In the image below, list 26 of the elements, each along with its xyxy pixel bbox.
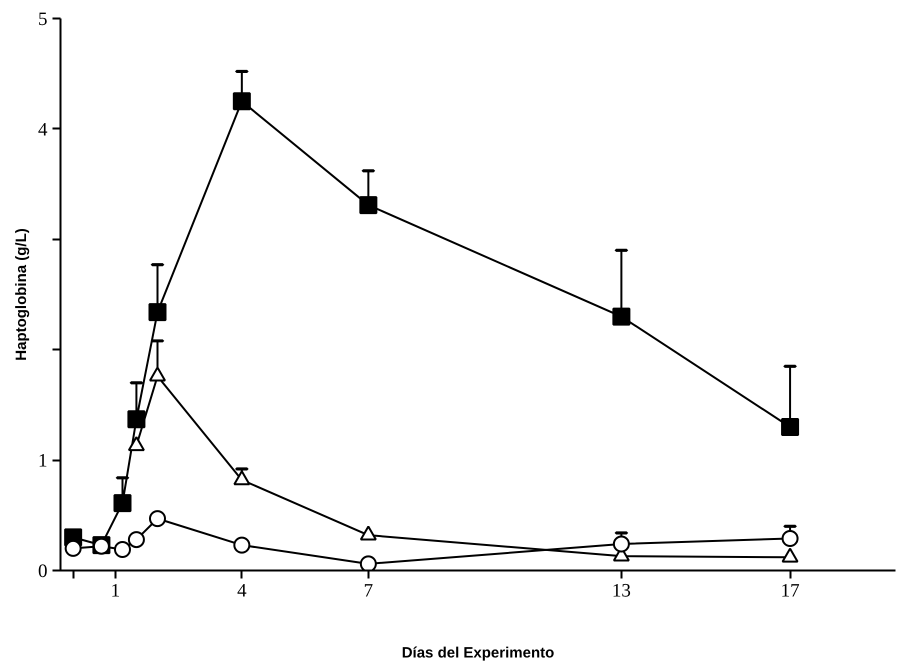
x-tick-label: 13	[612, 580, 631, 602]
y-tick-label: 5	[38, 9, 48, 30]
point	[612, 308, 630, 326]
x-tick-label: 1	[110, 580, 120, 602]
point	[113, 494, 132, 512]
y-axis-title: Haptoglobina (g/L)	[13, 228, 30, 361]
point	[148, 510, 166, 528]
x-tick-label: 7	[364, 580, 374, 602]
point	[781, 418, 800, 436]
point	[127, 410, 146, 428]
point	[128, 531, 145, 548]
point	[232, 92, 251, 110]
point	[782, 530, 799, 547]
point	[359, 196, 378, 214]
x-tick-label: 17	[780, 580, 800, 602]
point	[233, 536, 250, 554]
point	[148, 303, 166, 322]
point	[360, 555, 377, 570]
point	[612, 536, 630, 552]
point	[114, 541, 131, 558]
x-axis-title: Días del Experimento	[402, 644, 554, 662]
x-tick-label: 4	[237, 580, 248, 602]
y-tick-label: 0	[38, 561, 48, 582]
point	[64, 540, 82, 557]
y-tick-label: 1	[38, 450, 48, 472]
y-tick-label: 4	[38, 119, 48, 140]
